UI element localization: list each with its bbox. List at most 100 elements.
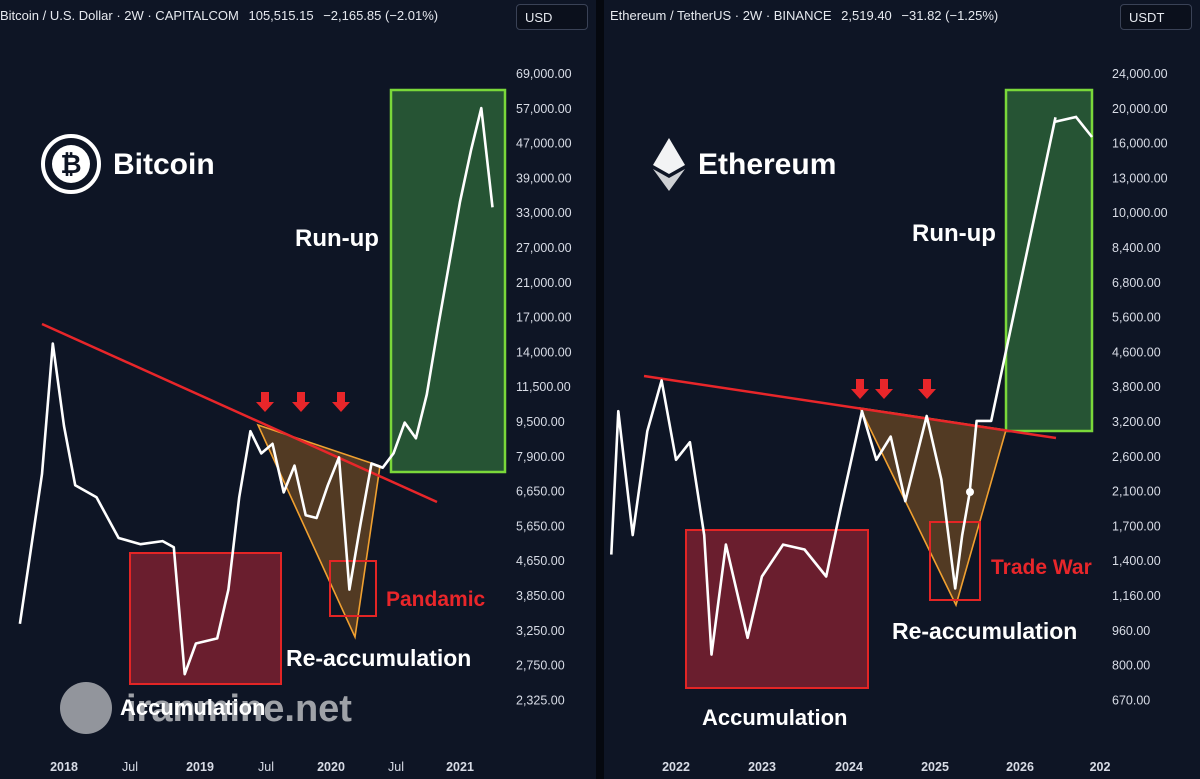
left-pandemic-label: Pandamic [386, 588, 486, 611]
currency-selector-usd[interactable]: USD [516, 4, 588, 30]
right-y-tick-label: 10,000.00 [1112, 206, 1168, 220]
right-runup-box [1004, 88, 1094, 433]
right-x-tick-label: 2023 [748, 760, 776, 774]
right-down-arrow-icon-3 [918, 379, 936, 399]
bitcoin-chart-panel: ₿ 69,000.00 57,000.00 47,000.00 39,000.00 33,… [0, 0, 596, 779]
right-y-tick-label: 3,800.00 [1112, 380, 1161, 394]
right-y-tick-label: 20,000.00 [1112, 102, 1168, 116]
right-y-tick-label: 5,600.00 [1112, 311, 1161, 325]
bitcoin-logo-icon [41, 134, 101, 194]
right-y-tick-label: 2,100.00 [1112, 485, 1161, 499]
left-accumulation-box [129, 552, 282, 685]
right-y-tick-label: 6,800.00 [1112, 276, 1161, 290]
bitcoin-symbol-label: Bitcoin / U.S. Dollar · 2W · CAPITALCOM [0, 8, 239, 23]
bitcoin-logo-inner-icon [52, 145, 90, 183]
left-y-tick-label: 2,325.00 [516, 693, 565, 707]
left-logo-text: Bitcoin [113, 148, 215, 181]
left-y-tick-label: 47,000.00 [516, 137, 572, 151]
right-event-box [929, 521, 981, 601]
right-y-tick-label: 16,000.00 [1112, 137, 1168, 151]
right-y-tick-label: 8,400.00 [1112, 241, 1161, 255]
left-x-tick-label: 2020 [317, 760, 345, 774]
right-y-tick-label: 800.00 [1112, 659, 1150, 673]
right-x-tick-label: 202 [1090, 760, 1111, 774]
left-x-tick-label: Jul [388, 760, 404, 774]
right-y-tick-label: 3,200.00 [1112, 415, 1161, 429]
left-resistance-trendline [41, 322, 438, 504]
left-y-tick-label: 21,000.00 [516, 276, 572, 290]
right-projection-arrowhead [1053, 115, 1094, 138]
left-x-tick-label: 2019 [186, 760, 214, 774]
right-current-price-dot [966, 488, 974, 496]
right-x-tick-label: 2025 [921, 760, 949, 774]
ethereum-symbol-label: Ethereum / TetherUS · 2W · BINANCE [610, 8, 832, 23]
left-y-tick-label: 27,000.00 [516, 241, 572, 255]
left-down-arrow-icon-3 [332, 392, 350, 412]
left-y-tick-label: 17,000.00 [516, 311, 572, 325]
ethereum-logo-lower-icon [653, 169, 685, 191]
left-accumulation-label: Accumulation [120, 695, 265, 720]
bitcoin-chart-header: Bitcoin / U.S. Dollar · 2W · CAPITALCOM … [0, 8, 444, 23]
ethereum-price-label: 2,519.40 [841, 8, 892, 23]
left-y-tick-label: 3,250.00 [516, 624, 565, 638]
right-x-tick-label: 2026 [1006, 760, 1034, 774]
left-y-tick-label: 57,000.00 [516, 102, 572, 116]
right-accumulation-label: Accumulation [702, 705, 847, 730]
left-y-tick-label: 4,650.00 [516, 554, 565, 568]
left-price-line [18, 106, 494, 676]
ethereum-chart-header: Ethereum / TetherUS · 2W · BINANCE 2,519… [610, 8, 1004, 23]
left-runup-label: Run-up [295, 225, 379, 252]
right-y-tick-label: 1,160.00 [1112, 589, 1161, 603]
bitcoin-chart-svg: ₿ 69,000.00 57,000.00 47,000.00 39,000.00 33,… [18, 67, 572, 774]
watermark-logo-icon [60, 682, 112, 734]
right-tradewar-label: Trade War [991, 556, 1092, 579]
left-y-tick-label: 11,500.00 [516, 380, 571, 394]
right-resistance-trendline [643, 374, 1057, 440]
right-y-tick-label: 670.00 [1112, 693, 1150, 707]
left-y-tick-label: 7,900.00 [516, 450, 565, 464]
left-down-arrow-icon-1 [256, 392, 274, 412]
left-y-tick-label: 14,000.00 [516, 345, 572, 359]
left-x-tick-label: 2018 [50, 760, 78, 774]
ethereum-chart-svg: 24,000.00 20,000.00 16,000.00 13,000.00 10,0… [610, 67, 1168, 774]
left-y-tick-label: 39,000.00 [516, 171, 572, 185]
left-down-arrow-icon-2 [292, 392, 310, 412]
right-x-tick-label: 2024 [835, 760, 863, 774]
right-y-tick-label: 24,000.00 [1112, 67, 1168, 81]
right-y-tick-label: 4,600.00 [1112, 345, 1161, 359]
bitcoin-symbol-glyph: ₿ [60, 149, 81, 179]
currency-selector-usdt[interactable]: USDT [1120, 4, 1192, 30]
ethereum-logo-icon [653, 138, 685, 174]
right-y-tick-label: 1,700.00 [1112, 519, 1161, 533]
left-y-tick-label: 5,650.00 [516, 519, 565, 533]
left-y-tick-label: 9,500.00 [516, 415, 565, 429]
left-reaccumulation-label: Re-accumulation [286, 645, 471, 671]
right-runup-label: Run-up [912, 220, 996, 247]
left-y-tick-label: 3,850.00 [516, 589, 565, 603]
right-y-tick-label: 13,000.00 [1112, 171, 1168, 185]
right-down-arrow-icon-2 [875, 379, 893, 399]
right-y-tick-label: 960.00 [1112, 624, 1150, 638]
bitcoin-price-label: 105,515.15 [248, 8, 314, 23]
left-y-tick-label: 2,750.00 [516, 659, 565, 673]
left-runup-box [389, 88, 507, 474]
left-x-tick-label: 2021 [446, 760, 474, 774]
right-reaccumulation-triangle [858, 406, 1008, 608]
right-reaccumulation-label: Re-accumulation [892, 618, 1077, 644]
left-x-tick-label: Jul [122, 760, 138, 774]
panel-divider [596, 0, 604, 779]
bitcoin-change-label: −2,165.85 (−2.01%) [323, 8, 439, 23]
right-price-line [610, 117, 1057, 656]
right-x-tick-label: 2022 [662, 760, 690, 774]
ethereum-chart-panel: 24,000.00 20,000.00 16,000.00 13,000.00 10,0… [604, 0, 1200, 779]
right-y-tick-label: 2,600.00 [1112, 450, 1161, 464]
right-down-arrow-icon-1 [851, 379, 869, 399]
right-y-tick-label: 1,400.00 [1112, 554, 1161, 568]
left-y-tick-label: 33,000.00 [516, 206, 572, 220]
watermark-text: iranmine.net [126, 688, 352, 730]
right-logo-text: Ethereum [698, 148, 836, 181]
left-y-tick-label: 69,000.00 [516, 67, 572, 81]
left-x-tick-label: Jul [258, 760, 274, 774]
ethereum-change-label: −31.82 (−1.25%) [901, 8, 999, 23]
left-y-tick-label: 6,650.00 [516, 485, 565, 499]
